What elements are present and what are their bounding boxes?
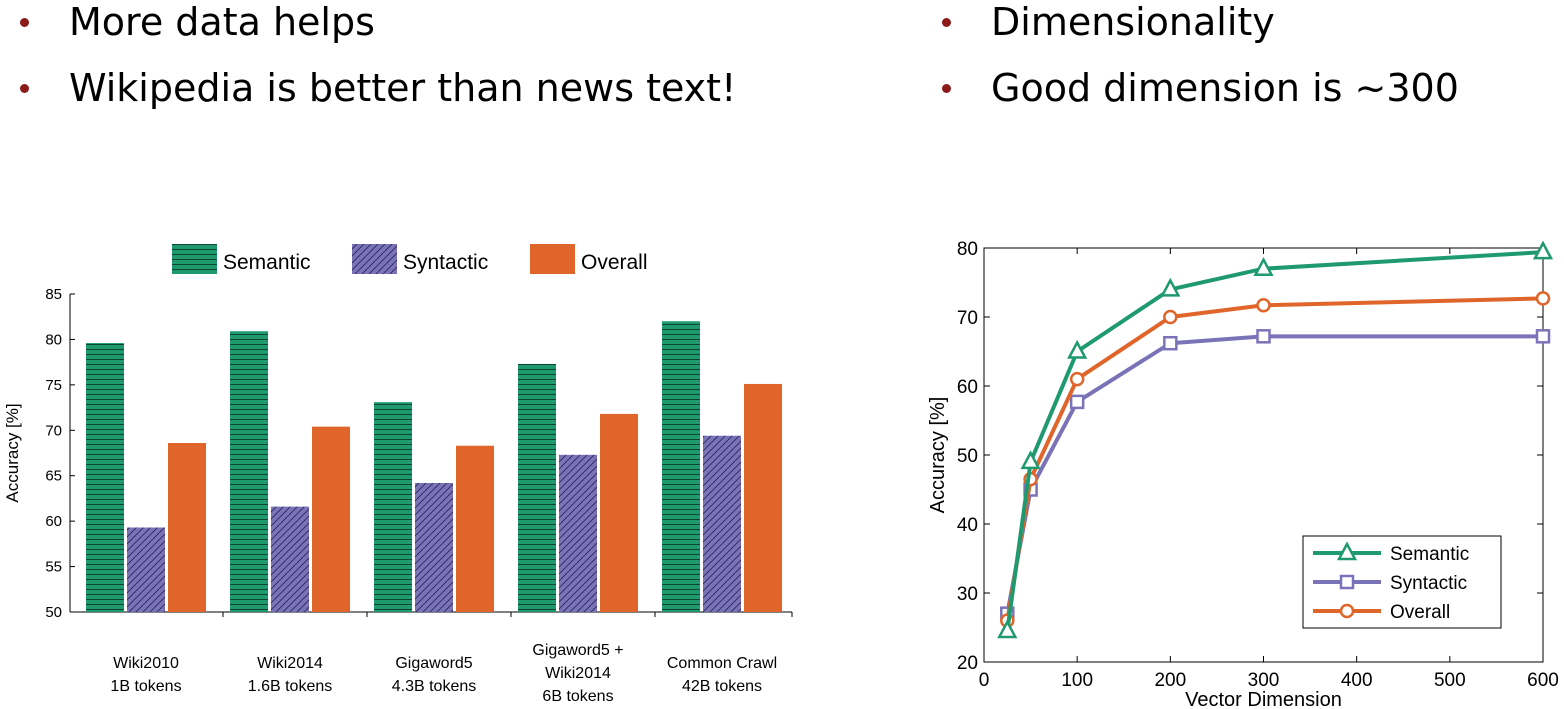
y-tick-label: 70: [957, 308, 978, 329]
point-overall: [1163, 309, 1178, 325]
x-tick-label: 500: [1434, 670, 1466, 691]
point-overall: [1535, 291, 1551, 306]
point-semantic: [1067, 339, 1088, 359]
y-tick-label: 75: [45, 377, 62, 394]
y-tick-label: 40: [957, 515, 978, 536]
bar-syntactic: [127, 527, 165, 612]
x-tick-label: 100: [1061, 670, 1093, 691]
y-tick-label: 50: [45, 604, 62, 621]
x-tick-label: Wiki2014: [545, 665, 611, 682]
point-overall: [1069, 371, 1085, 387]
legend-marker-overall: [1339, 603, 1355, 619]
x-tick-label: 4.3B tokens: [392, 678, 477, 695]
bar-overall: [600, 413, 638, 612]
bullet-dot-icon: [942, 17, 951, 27]
legend-label: Semantic: [1390, 544, 1469, 565]
x-tick-label: Gigaword5 +: [532, 642, 623, 659]
bullet-item: Wikipedia is better than news text!: [20, 64, 736, 112]
legend-label: Semantic: [223, 251, 311, 274]
y-tick-label: 65: [45, 468, 62, 485]
y-tick-label: 85: [45, 286, 62, 303]
y-tick-label: 55: [45, 559, 62, 576]
x-tick-label: 600: [1527, 670, 1559, 691]
point-semantic: [1020, 450, 1041, 470]
bullet-item: Good dimension is ~300: [942, 64, 1459, 112]
y-axis-label: Accuracy [%]: [3, 403, 22, 502]
bar-semantic: [374, 402, 412, 612]
y-tick-label: 50: [957, 446, 978, 467]
y-tick-label: 20: [957, 653, 978, 674]
y-tick-label: 80: [45, 331, 62, 348]
x-tick-label: 400: [1341, 670, 1373, 691]
bullet-dot-icon: [942, 83, 951, 93]
bullet-text: Good dimension is ~300: [991, 66, 1459, 110]
y-tick-label: 70: [45, 422, 62, 439]
x-tick-label: 42B tokens: [682, 678, 762, 695]
point-syntactic: [1256, 329, 1271, 344]
y-axis-label: Accuracy [%]: [927, 397, 949, 514]
bar-overall: [744, 383, 782, 612]
x-axis-label: Vector Dimension: [1185, 689, 1342, 709]
line-chart: 0 100 200 300 400 500 600 20 30 40 50 60 70 80 Vector …: [927, 239, 1559, 709]
x-tick-label: 1B tokens: [110, 678, 181, 695]
bar-overall: [312, 426, 350, 612]
bar-semantic: [230, 331, 268, 612]
bullet-item: More data helps: [20, 0, 375, 44]
bar-semantic: [518, 363, 556, 612]
y-tick-label: 60: [957, 377, 978, 398]
x-tick-label: Wiki2010: [113, 655, 179, 672]
bar-syntactic: [703, 435, 741, 612]
bar-syntactic: [559, 454, 597, 612]
legend-swatch-syntactic: [352, 244, 397, 274]
bullet-text: More data helps: [69, 0, 375, 44]
point-syntactic: [1069, 394, 1085, 410]
bar-semantic: [86, 343, 124, 612]
legend-label: Overall: [1390, 602, 1450, 623]
bullet-text: Wikipedia is better than news text!: [69, 66, 737, 110]
bar-chart: 50 55 60 65 70 75 80 85 Accuracy [%] Wiki2010 1B t…: [3, 244, 793, 705]
point-semantic: [997, 619, 1018, 639]
bullet-dot-icon: [20, 83, 29, 93]
series-line-semantic: [1005, 250, 1544, 632]
y-tick-label: 30: [957, 584, 978, 605]
bar-syntactic: [271, 506, 309, 612]
legend-marker-semantic: [1336, 541, 1358, 561]
legend-label: Syntactic: [403, 251, 488, 274]
legend-swatch-overall: [530, 244, 575, 274]
bullet-item: Dimensionality: [942, 0, 1275, 44]
point-overall: [1256, 298, 1271, 313]
point-semantic: [1532, 240, 1554, 260]
legend-marker-syntactic: [1339, 574, 1355, 590]
x-tick-label: 300: [1248, 670, 1280, 691]
bullet-text: Dimensionality: [991, 0, 1275, 44]
legend-swatch-semantic: [172, 244, 217, 274]
bar-overall: [456, 445, 494, 612]
legend-label: Syntactic: [1390, 573, 1467, 594]
x-tick-label: 0: [979, 670, 990, 691]
legend-label: Overall: [581, 251, 648, 274]
bar-syntactic: [415, 482, 453, 612]
bullet-dot-icon: [20, 17, 29, 27]
x-tick-label: 200: [1154, 670, 1186, 691]
point-syntactic: [1163, 335, 1178, 351]
x-tick-label: 1.6B tokens: [248, 678, 333, 695]
y-tick-label: 60: [45, 513, 62, 530]
point-syntactic: [1535, 329, 1551, 344]
x-tick-label: Wiki2014: [257, 655, 323, 672]
x-tick-label: 6B tokens: [542, 688, 613, 705]
point-semantic: [1253, 257, 1274, 276]
x-tick-label: Common Crawl: [667, 655, 777, 672]
y-tick-label: 80: [957, 239, 978, 260]
bar-semantic: [662, 321, 700, 612]
point-semantic: [1160, 277, 1181, 297]
bar-overall: [168, 443, 206, 612]
x-tick-label: Gigaword5: [395, 655, 472, 672]
